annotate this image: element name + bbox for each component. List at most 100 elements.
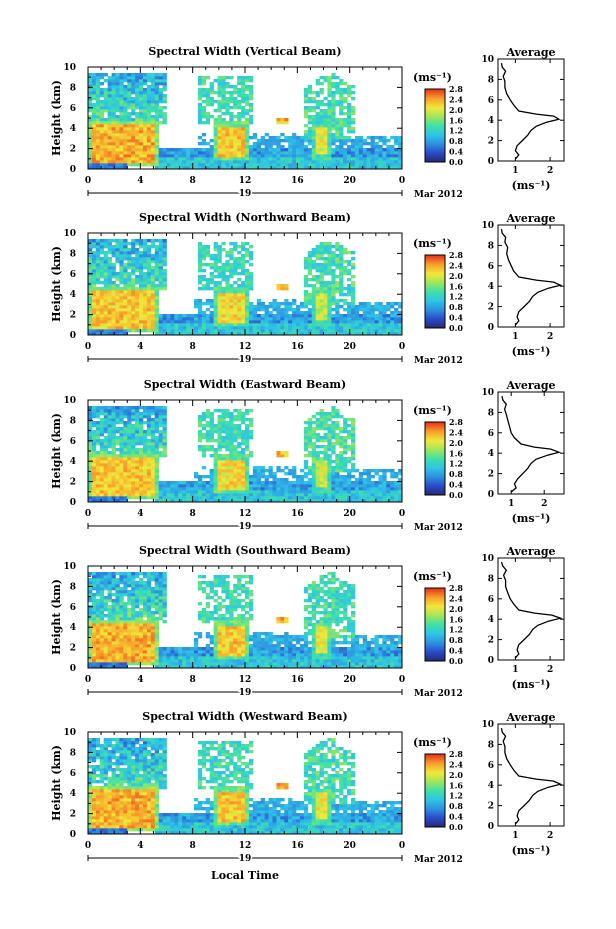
heatmap-cell bbox=[162, 151, 167, 155]
heatmap-cell bbox=[319, 460, 324, 464]
heatmap-cell bbox=[241, 124, 246, 128]
heatmap-cell bbox=[343, 260, 348, 264]
heatmap-cell bbox=[350, 475, 356, 479]
heatmap-cell bbox=[343, 287, 348, 291]
heatmap-cell bbox=[343, 154, 348, 158]
heatmap-cell bbox=[99, 311, 105, 315]
heatmap-cell bbox=[107, 284, 112, 288]
heatmap-cell bbox=[119, 257, 124, 261]
heatmap-cell bbox=[366, 487, 371, 491]
heatmap-cell bbox=[327, 308, 332, 312]
heatmap-cell bbox=[95, 254, 101, 258]
heatmap-cell bbox=[319, 296, 324, 300]
heatmap-cell bbox=[158, 320, 163, 324]
heatmap-cell bbox=[374, 323, 379, 327]
heatmap-cell bbox=[111, 442, 116, 446]
heatmap-cell bbox=[256, 469, 262, 473]
heatmap-cell bbox=[154, 245, 159, 249]
heatmap-cell bbox=[221, 311, 226, 315]
heatmap-cell bbox=[91, 151, 97, 155]
heatmap-cell bbox=[154, 136, 159, 140]
panel-title: Spectral Width (Eastward Beam) bbox=[144, 378, 346, 391]
heatmap-cell bbox=[339, 245, 344, 249]
heatmap-cell bbox=[193, 329, 199, 333]
heatmap-cell bbox=[127, 157, 132, 161]
heatmap-cell bbox=[95, 73, 101, 77]
heatmap-cell bbox=[209, 445, 214, 449]
heatmap-cell bbox=[398, 302, 403, 306]
heatmap-cell bbox=[119, 115, 124, 119]
heatmap-cell bbox=[99, 445, 105, 449]
heatmap-cell bbox=[370, 496, 375, 500]
heatmap-cell bbox=[99, 151, 105, 155]
y-tick-label: 0 bbox=[70, 165, 76, 175]
heatmap-cell bbox=[162, 254, 167, 258]
heatmap-cell bbox=[170, 329, 175, 333]
heatmap-cell bbox=[107, 242, 112, 246]
heatmap-cell bbox=[217, 94, 222, 98]
heatmap-cell bbox=[229, 311, 234, 315]
colorbar-swatch bbox=[425, 309, 445, 312]
heatmap-cell bbox=[99, 454, 105, 458]
heatmap-cell bbox=[95, 112, 101, 116]
heatmap-cell bbox=[217, 323, 222, 327]
heatmap-cell bbox=[272, 299, 277, 303]
heatmap-cell bbox=[370, 148, 375, 152]
heatmap-cell bbox=[135, 305, 140, 309]
heatmap-cell bbox=[390, 148, 395, 152]
heatmap-cell bbox=[123, 257, 128, 261]
heatmap-cell bbox=[111, 133, 116, 137]
heatmap-cell bbox=[217, 424, 222, 428]
heatmap-cell bbox=[139, 88, 144, 92]
heatmap-cell bbox=[162, 317, 167, 321]
heatmap-cell bbox=[103, 239, 108, 243]
heatmap-cell bbox=[115, 320, 120, 324]
heatmap-cell bbox=[139, 463, 144, 467]
heatmap-cell bbox=[358, 475, 364, 479]
heatmap-cell bbox=[154, 496, 159, 500]
heatmap-cell bbox=[166, 314, 171, 318]
heatmap-cell bbox=[343, 272, 348, 276]
heatmap-cell bbox=[233, 248, 238, 252]
heatmap-cell bbox=[182, 493, 187, 497]
heatmap-cell bbox=[123, 148, 128, 152]
heatmap-cell bbox=[296, 487, 301, 491]
heatmap-cell bbox=[311, 332, 316, 336]
heatmap-cell bbox=[91, 145, 97, 149]
heatmap-cell bbox=[225, 163, 230, 167]
heatmap-cell bbox=[166, 496, 171, 500]
heatmap-cell bbox=[248, 91, 254, 95]
heatmap-cell bbox=[150, 448, 156, 452]
heatmap-cell bbox=[241, 296, 246, 300]
heatmap-cell bbox=[174, 487, 179, 491]
heatmap-cell bbox=[260, 142, 265, 146]
heatmap-cell bbox=[131, 472, 136, 476]
heatmap-cell bbox=[123, 115, 128, 119]
heatmap-cell bbox=[390, 163, 395, 167]
heatmap-cell bbox=[260, 139, 265, 143]
heatmap-cell bbox=[315, 466, 320, 470]
heatmap-cell bbox=[343, 496, 348, 500]
heatmap-cell bbox=[237, 257, 242, 261]
heatmap-cell bbox=[303, 260, 309, 264]
heatmap-cell bbox=[213, 460, 218, 464]
heatmap-cell bbox=[209, 439, 214, 443]
heatmap-cell bbox=[205, 151, 211, 155]
heatmap-cell bbox=[378, 332, 383, 336]
heatmap-cell bbox=[103, 499, 108, 503]
heatmap-cell bbox=[362, 302, 368, 306]
heatmap-cell bbox=[296, 136, 301, 140]
heatmap-cell bbox=[221, 269, 226, 273]
heatmap-cell bbox=[299, 487, 305, 491]
heatmap-cell bbox=[390, 136, 395, 140]
heatmap-cell bbox=[386, 326, 391, 330]
heatmap-cell bbox=[374, 305, 379, 309]
heatmap-cell bbox=[343, 323, 348, 327]
heatmap-cell bbox=[95, 305, 101, 309]
heatmap-cell bbox=[350, 308, 356, 312]
heatmap-cell bbox=[327, 263, 332, 267]
average-y-tick-label: 0 bbox=[488, 157, 494, 167]
heatmap-cell bbox=[319, 245, 324, 249]
heatmap-cell bbox=[229, 94, 234, 98]
panel-title: Spectral Width (Vertical Beam) bbox=[148, 45, 341, 58]
